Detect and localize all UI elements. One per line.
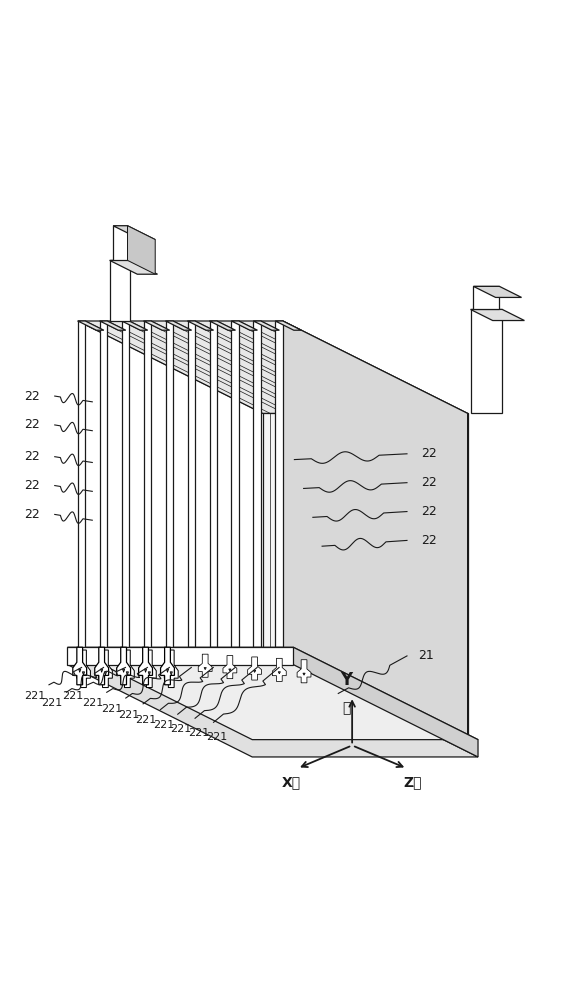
Text: 221: 221 [206,732,227,742]
Polygon shape [188,321,213,330]
Polygon shape [470,309,503,413]
Text: 22: 22 [422,447,437,460]
Polygon shape [99,650,113,688]
Polygon shape [204,668,206,670]
Polygon shape [254,321,279,330]
Text: 22: 22 [24,508,40,521]
Polygon shape [272,658,286,681]
Text: 221: 221 [62,691,84,701]
Polygon shape [121,650,134,688]
Polygon shape [128,226,155,274]
Polygon shape [198,654,212,677]
Polygon shape [113,226,155,240]
Polygon shape [164,650,178,688]
Polygon shape [79,669,81,672]
Polygon shape [275,321,283,647]
Polygon shape [117,647,131,685]
Polygon shape [223,656,237,679]
Polygon shape [166,669,168,672]
Polygon shape [262,413,468,740]
Polygon shape [142,650,156,688]
Polygon shape [170,672,173,675]
Polygon shape [297,660,311,683]
Polygon shape [113,226,128,260]
Text: 221: 221 [118,710,139,720]
Text: 22: 22 [422,534,437,547]
Polygon shape [166,321,173,647]
Polygon shape [143,321,151,647]
Polygon shape [229,669,231,671]
Polygon shape [209,321,217,647]
Polygon shape [473,286,522,297]
Text: X轴: X轴 [282,775,301,789]
Polygon shape [275,321,301,330]
Text: 221: 221 [153,720,174,730]
Polygon shape [68,647,293,665]
Polygon shape [100,321,107,647]
Text: 221: 221 [135,715,157,725]
Text: 221: 221 [24,691,45,701]
Polygon shape [100,669,103,672]
Polygon shape [166,321,192,330]
Text: 221: 221 [82,698,103,708]
Polygon shape [148,672,150,675]
Polygon shape [470,309,525,321]
Polygon shape [78,321,468,413]
Polygon shape [78,321,85,647]
Text: 221: 221 [101,704,122,714]
Polygon shape [248,657,262,680]
Text: Z轴: Z轴 [403,775,422,789]
Polygon shape [145,669,147,672]
Polygon shape [303,673,305,675]
Polygon shape [143,321,170,330]
Polygon shape [231,321,258,330]
Polygon shape [293,647,478,757]
Polygon shape [283,321,468,740]
Polygon shape [188,321,195,647]
Text: 221: 221 [188,728,210,738]
Polygon shape [110,260,130,321]
Text: 轴: 轴 [342,701,350,715]
Text: 22: 22 [422,476,437,489]
Text: 221: 221 [170,724,191,734]
Polygon shape [231,321,239,647]
Polygon shape [110,260,157,274]
Polygon shape [94,647,108,685]
Polygon shape [126,672,128,675]
Polygon shape [73,647,87,685]
Text: 22: 22 [24,418,40,431]
Text: 22: 22 [422,505,437,518]
Polygon shape [68,665,478,757]
Polygon shape [160,647,174,685]
Polygon shape [104,672,107,675]
Text: 22: 22 [24,479,40,492]
Text: 221: 221 [41,698,62,708]
Polygon shape [473,286,500,309]
Polygon shape [139,647,153,685]
Polygon shape [78,321,104,330]
Polygon shape [122,321,129,647]
Polygon shape [100,321,126,330]
Polygon shape [278,672,280,674]
Text: 21: 21 [419,649,434,662]
Text: Y: Y [340,671,352,689]
Text: 22: 22 [24,450,40,463]
Text: 22: 22 [24,390,40,403]
Polygon shape [68,647,478,740]
Polygon shape [209,321,236,330]
Polygon shape [254,321,261,647]
Polygon shape [254,670,256,672]
Polygon shape [76,650,90,688]
Polygon shape [122,321,147,330]
Polygon shape [122,669,125,672]
Polygon shape [82,672,85,675]
